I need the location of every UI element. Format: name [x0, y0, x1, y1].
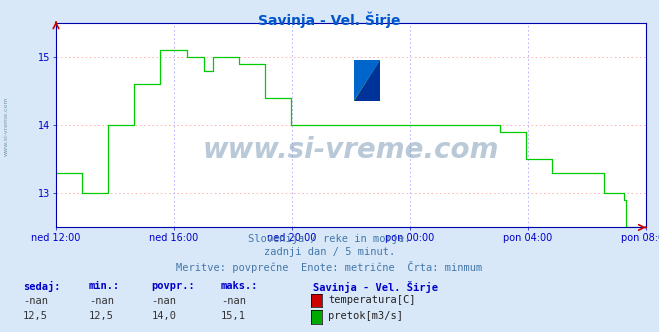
Text: povpr.:: povpr.: [152, 281, 195, 290]
Text: zadnji dan / 5 minut.: zadnji dan / 5 minut. [264, 247, 395, 257]
Polygon shape [367, 80, 380, 101]
Polygon shape [354, 60, 380, 101]
Text: Meritve: povprečne  Enote: metrične  Črta: minmum: Meritve: povprečne Enote: metrične Črta:… [177, 261, 482, 273]
Text: Slovenija / reke in morje.: Slovenija / reke in morje. [248, 234, 411, 244]
Polygon shape [354, 60, 367, 80]
Text: 15,1: 15,1 [221, 311, 246, 321]
Text: -nan: -nan [152, 296, 177, 306]
Text: sedaj:: sedaj: [23, 281, 61, 291]
Text: 14,0: 14,0 [152, 311, 177, 321]
Text: www.si-vreme.com: www.si-vreme.com [203, 136, 499, 164]
Text: Savinja - Vel. Širje: Savinja - Vel. Širje [258, 12, 401, 28]
Text: maks.:: maks.: [221, 281, 258, 290]
Text: temperatura[C]: temperatura[C] [328, 295, 416, 305]
Text: -nan: -nan [23, 296, 48, 306]
Polygon shape [354, 60, 380, 101]
Text: 12,5: 12,5 [23, 311, 48, 321]
Text: Savinja - Vel. Širje: Savinja - Vel. Širje [313, 281, 438, 292]
Text: www.si-vreme.com: www.si-vreme.com [4, 96, 9, 156]
Text: 12,5: 12,5 [89, 311, 114, 321]
Text: -nan: -nan [89, 296, 114, 306]
Text: -nan: -nan [221, 296, 246, 306]
Text: pretok[m3/s]: pretok[m3/s] [328, 311, 403, 321]
Text: min.:: min.: [89, 281, 120, 290]
